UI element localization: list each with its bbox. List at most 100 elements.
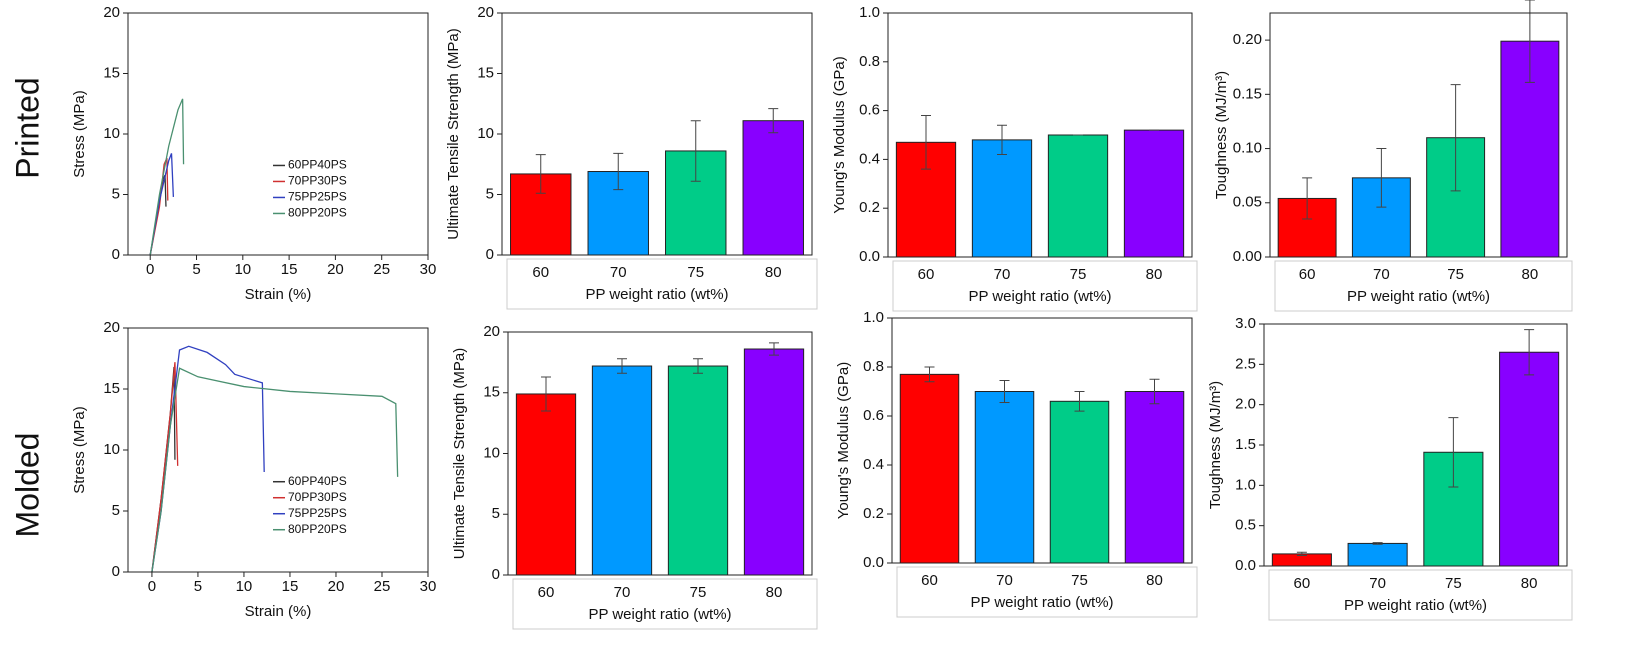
x-tick-label: 70 xyxy=(610,264,627,281)
x-axis-title: Strain (%) xyxy=(245,286,312,303)
legend-text: 80PP20PS xyxy=(288,522,347,536)
bar xyxy=(742,120,804,256)
x-tick-label: 60 xyxy=(921,572,938,589)
y-axis-title: Stress (MPa) xyxy=(71,406,88,494)
y-tick-label: 0 xyxy=(492,566,500,583)
x-tick-label: 60 xyxy=(538,584,555,601)
error-bar xyxy=(1524,329,1535,376)
y-tick-label: 0 xyxy=(112,563,120,580)
x-axis-title: PP weight ratio (wt%) xyxy=(1347,288,1490,305)
plot-frame xyxy=(887,12,1193,258)
series-line xyxy=(151,362,179,573)
x-axis-title: Strain (%) xyxy=(245,603,312,620)
x-tick-label: 15 xyxy=(281,261,298,278)
bar xyxy=(971,139,1033,258)
bar xyxy=(1499,351,1560,567)
x-tick-label: 75 xyxy=(1447,266,1464,283)
bar xyxy=(1047,134,1109,258)
x-tick-label: 60 xyxy=(1299,266,1316,283)
bar xyxy=(667,365,729,576)
error-bar xyxy=(1448,417,1459,488)
x-axis-box xyxy=(1268,569,1573,621)
y-tick-label: 20 xyxy=(477,4,494,21)
y-tick-label: 15 xyxy=(103,380,120,397)
y-tick-label: 0.0 xyxy=(859,248,880,265)
x-tick-label: 30 xyxy=(420,578,437,595)
error-bar xyxy=(921,114,931,170)
y-tick-label: 3.0 xyxy=(1235,315,1256,332)
bar xyxy=(1124,391,1185,564)
series-line xyxy=(151,367,399,573)
y-tick-label: 0 xyxy=(112,246,120,263)
x-tick-label: 75 xyxy=(1445,575,1462,592)
y-tick-label: 1.0 xyxy=(859,4,880,21)
error-bar xyxy=(768,108,779,134)
x-axis-title: PP weight ratio (wt%) xyxy=(1344,597,1487,614)
x-tick-label: 10 xyxy=(234,261,251,278)
y-tick-label: 15 xyxy=(477,64,494,81)
plot-frame xyxy=(501,12,813,256)
x-axis-box xyxy=(1274,260,1573,312)
y-tick-label: 5 xyxy=(492,505,500,522)
legend-text: 60PP40PS xyxy=(288,158,347,172)
y-tick-label: 5 xyxy=(486,185,494,202)
x-tick-label: 0 xyxy=(148,578,156,595)
legend-text: 80PP20PS xyxy=(288,206,347,220)
error-bar xyxy=(1372,542,1383,545)
x-axis-title: PP weight ratio (wt%) xyxy=(970,594,1113,611)
y-axis-title: Toughness (MJ/m³) xyxy=(1213,71,1230,199)
x-axis-box xyxy=(512,578,818,630)
x-tick-label: 75 xyxy=(690,584,707,601)
error-bar xyxy=(613,152,624,191)
x-tick-label: 70 xyxy=(614,584,631,601)
bar xyxy=(743,348,805,576)
error-bar xyxy=(1376,148,1387,208)
y-tick-label: 20 xyxy=(103,319,120,336)
x-tick-label: 80 xyxy=(1146,572,1163,589)
bar xyxy=(1347,542,1408,567)
y-axis-title: Toughness (MJ/m³) xyxy=(1207,381,1224,509)
x-tick-label: 75 xyxy=(687,264,704,281)
y-tick-label: 1.0 xyxy=(1235,476,1256,493)
bar xyxy=(974,391,1035,564)
x-tick-label: 80 xyxy=(1146,266,1163,283)
y-axis-title: Ultimate Tensile Strength (MPa) xyxy=(445,28,462,239)
y-tick-label: 20 xyxy=(483,323,500,340)
x-tick-label: 20 xyxy=(327,261,344,278)
y-axis-title: Ultimate Tensile Strength (MPa) xyxy=(451,348,468,559)
y-tick-label: 0.2 xyxy=(859,199,880,216)
legend-text: 75PP25PS xyxy=(288,190,347,204)
x-axis-box xyxy=(892,260,1198,312)
x-tick-label: 30 xyxy=(420,261,437,278)
series-line xyxy=(151,345,265,573)
y-tick-label: 0 xyxy=(486,246,494,263)
x-tick-label: 25 xyxy=(373,261,390,278)
y-tick-label: 0.15 xyxy=(1233,85,1262,102)
y-axis-title: Young's Modulus (GPa) xyxy=(831,56,848,213)
error-bar xyxy=(769,342,779,356)
y-tick-label: 0.6 xyxy=(863,407,884,424)
y-tick-label: 2.5 xyxy=(1235,355,1256,372)
error-bar xyxy=(1074,391,1085,412)
x-tick-label: 5 xyxy=(194,578,202,595)
y-tick-label: 10 xyxy=(103,441,120,458)
plot-frame xyxy=(1263,323,1568,567)
x-axis-box xyxy=(506,258,818,310)
x-tick-label: 70 xyxy=(994,266,1011,283)
x-tick-label: 80 xyxy=(1521,575,1538,592)
series-line xyxy=(149,98,185,256)
x-tick-label: 60 xyxy=(918,266,935,283)
y-tick-label: 0.6 xyxy=(859,102,880,119)
y-tick-label: 0.05 xyxy=(1233,194,1262,211)
y-tick-label: 0.00 xyxy=(1233,248,1262,265)
bar xyxy=(591,365,653,576)
error-bar xyxy=(1296,551,1307,557)
y-tick-label: 0.5 xyxy=(1235,517,1256,534)
y-tick-label: 10 xyxy=(477,125,494,142)
error-bar xyxy=(690,120,701,182)
x-tick-label: 80 xyxy=(766,584,783,601)
legend-text: 75PP25PS xyxy=(288,506,347,520)
x-tick-label: 80 xyxy=(765,264,782,281)
plot-frame xyxy=(891,317,1193,564)
